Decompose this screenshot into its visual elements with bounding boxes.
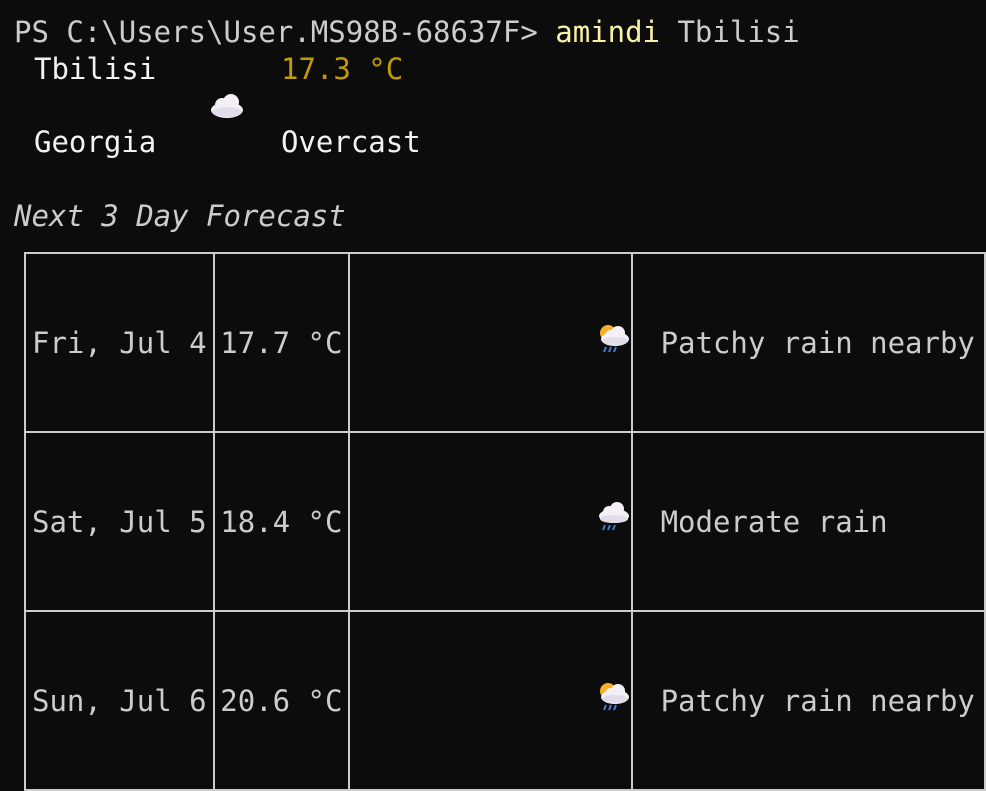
- current-city: Tbilisi: [34, 52, 157, 86]
- forecast-date: Sun, Jul 6: [24, 610, 215, 791]
- cloud-rain-icon: [455, 467, 631, 576]
- forecast-temperature: 20.6 °C: [212, 610, 351, 791]
- command-name: amindi: [555, 15, 661, 49]
- forecast-condition: Moderate rain: [630, 431, 986, 612]
- prompt-line: PS C:\Users\User.MS98B-68637F> amindi Tb…: [14, 14, 800, 50]
- table-row: Fri, Jul 4 17.7 °C Patchy rain nearby: [24, 252, 986, 433]
- forecast-temperature: 17.7 °C: [212, 252, 351, 433]
- forecast-temperature: 18.4 °C: [212, 431, 351, 612]
- sun-cloud-rain-icon: [455, 288, 631, 397]
- forecast-heading: Next 3 Day Forecast: [14, 199, 346, 233]
- current-condition: Overcast: [281, 125, 421, 159]
- forecast-date: Fri, Jul 4: [24, 252, 215, 433]
- sun-cloud-rain-icon: [455, 646, 631, 755]
- forecast-table: Fri, Jul 4 17.7 °C Patchy rain nearby Sa…: [24, 252, 986, 791]
- forecast-condition: Patchy rain nearby: [630, 252, 986, 433]
- table-row: Sat, Jul 5 18.4 °C Moderate rain: [24, 431, 986, 612]
- command-argument: Tbilisi: [660, 15, 800, 49]
- current-temperature: 17.3 °C: [281, 52, 404, 86]
- current-weather: Tbilisi 17.3 °C Georgia Overcast: [0, 0, 986, 200]
- table-row: Sun, Jul 6 20.6 °C Patchy rain nearby: [24, 610, 986, 791]
- forecast-condition: Patchy rain nearby: [630, 610, 986, 791]
- forecast-date: Sat, Jul 5: [24, 431, 215, 612]
- prompt-prefix: PS C:\Users\User.MS98B-68637F>: [14, 15, 556, 49]
- cloud-icon: [208, 92, 246, 126]
- current-country: Georgia: [34, 125, 157, 159]
